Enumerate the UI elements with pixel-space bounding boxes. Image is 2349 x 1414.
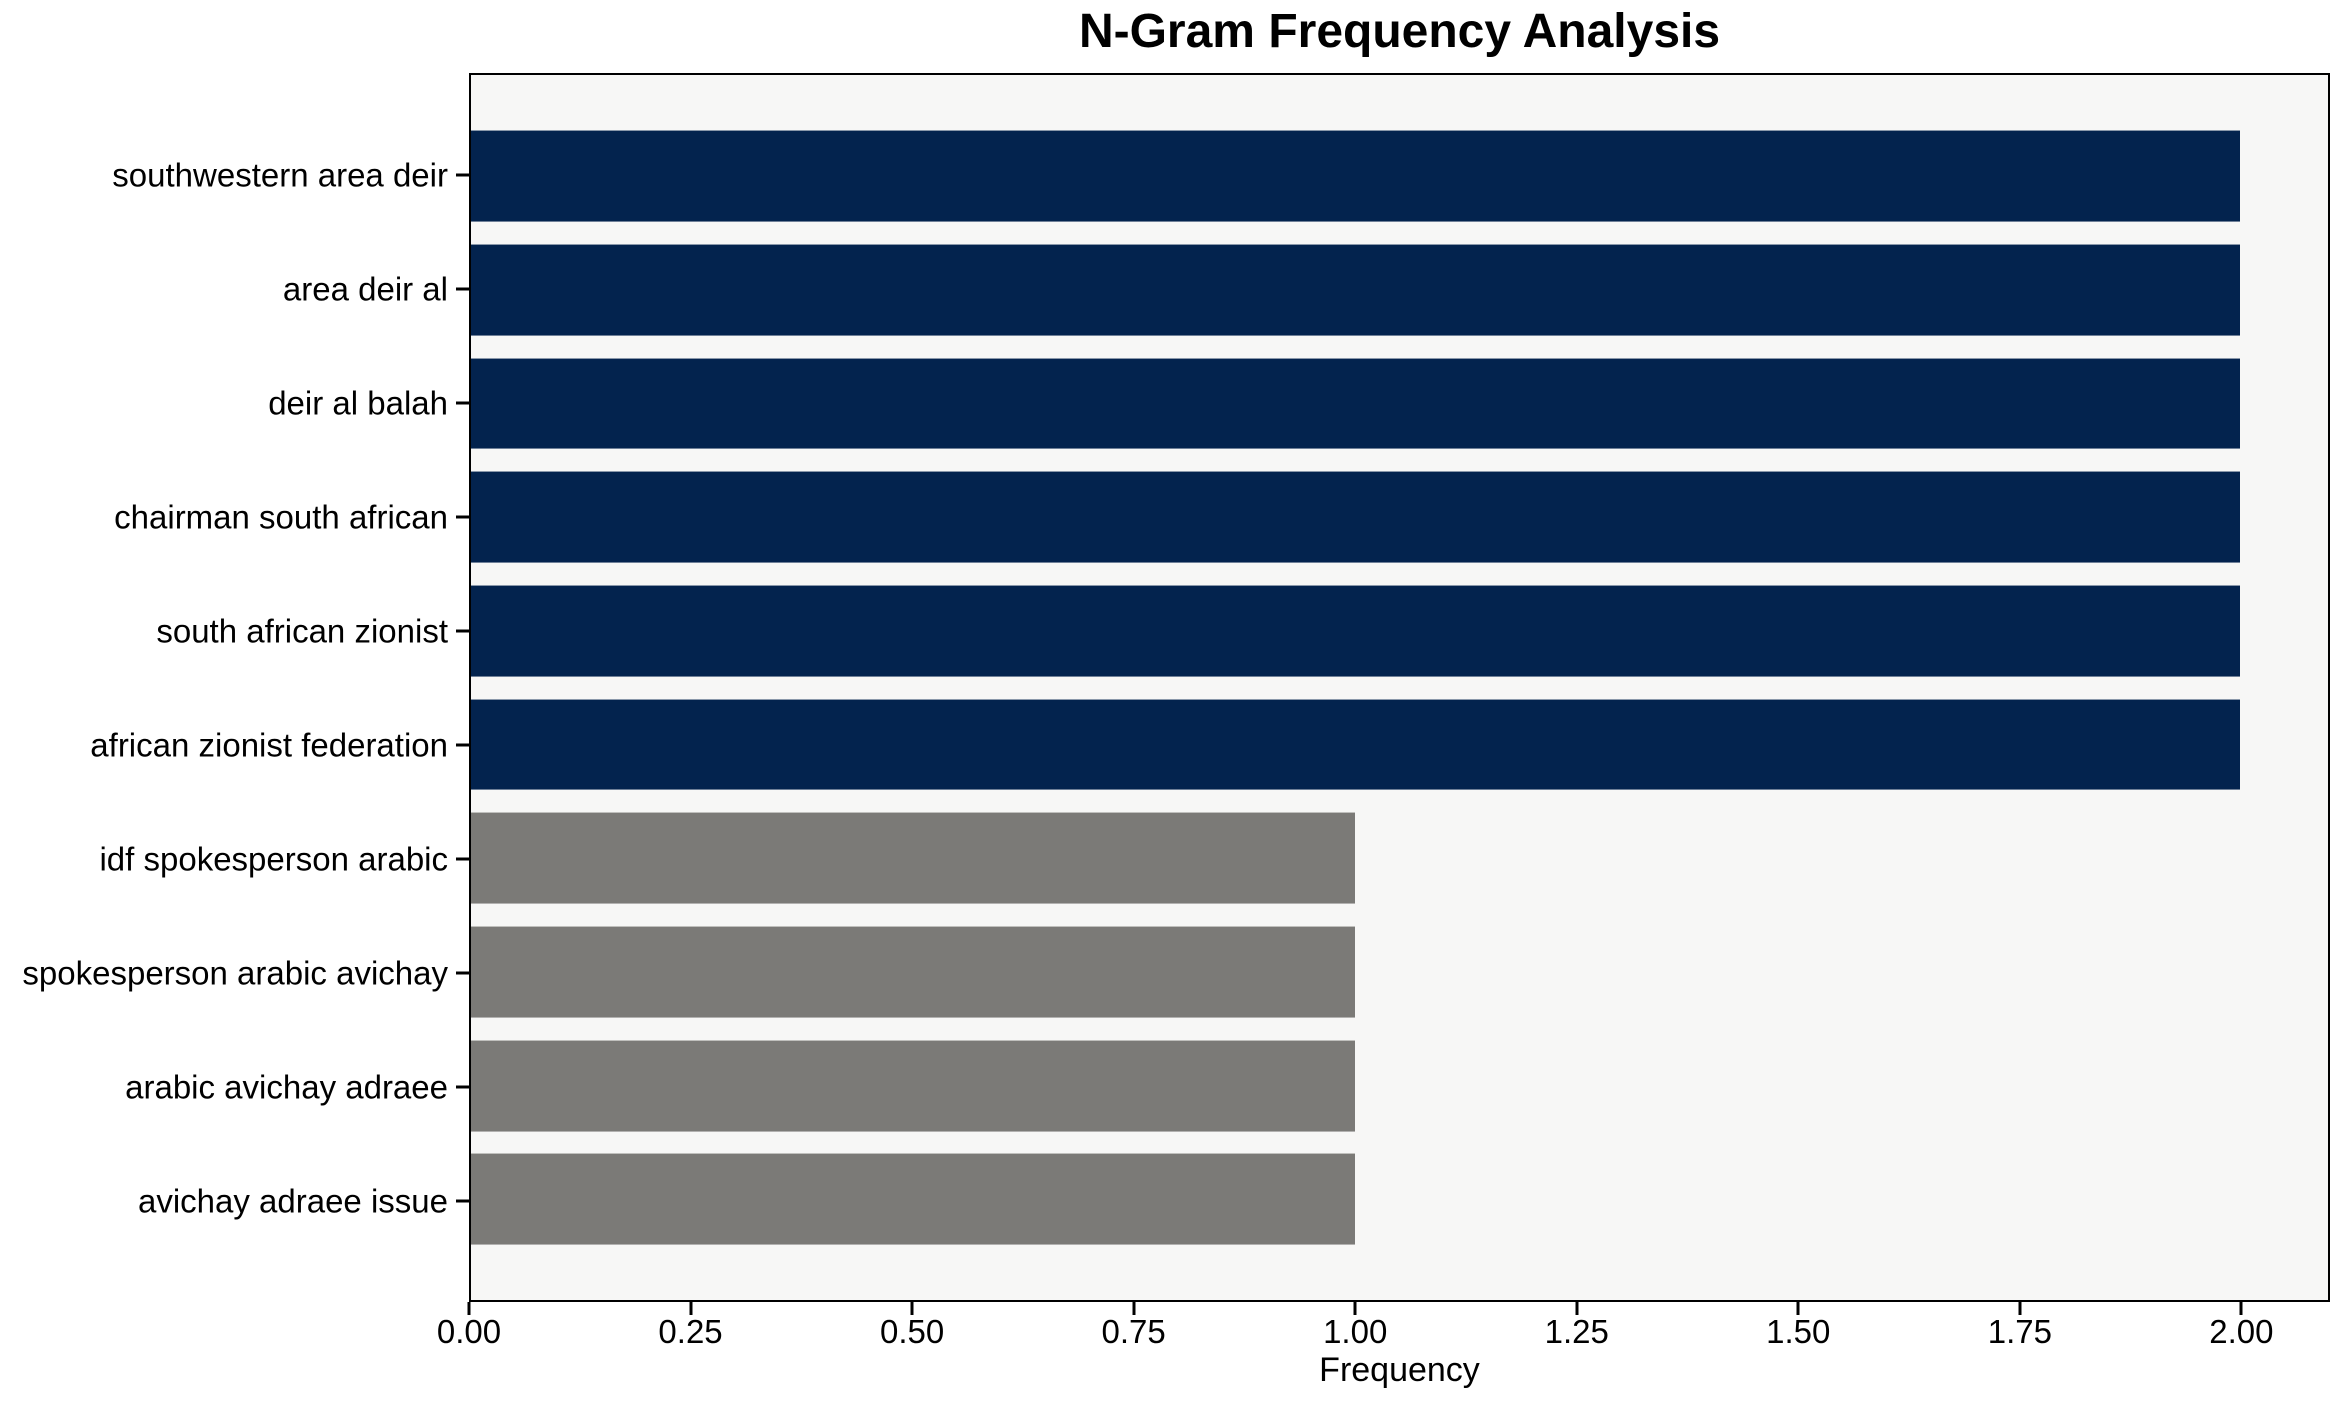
y-tick-mark [456, 287, 469, 291]
x-axis-tick-labels: 0.00 0.25 0.50 0.75 1.00 1.25 1.50 1.75 2.00 [437, 1313, 2330, 1356]
bar [471, 130, 2240, 222]
x-tick-label: 0.00 [436, 1313, 502, 1350]
x-tick-mark [467, 1302, 471, 1315]
y-tick-label: avichay adraee issue [137, 1182, 448, 1220]
y-tick-mark [456, 1199, 469, 1203]
y-tick-mark [456, 629, 469, 633]
x-axis-label: Frequency [1319, 1351, 1480, 1389]
y-tick-label: idf spokesperson arabic [99, 840, 448, 878]
y-tick-label: southwestern area deir [112, 156, 448, 193]
y-tick-mark [456, 1085, 469, 1089]
x-tick-label: 0.25 [658, 1313, 723, 1350]
x-tick-label: 0.50 [879, 1313, 945, 1350]
y-tick-mark [456, 401, 469, 405]
y-tick-label: spokesperson arabic avichay [22, 954, 448, 992]
chart-title: N-Gram Frequency Analysis [1078, 5, 1721, 58]
x-tick-mark [2018, 1302, 2022, 1315]
y-axis-ticks [456, 73, 469, 1302]
y-tick-label: deir al balah [268, 384, 448, 422]
x-axis-ticks [467, 1302, 2330, 1316]
x-tick-mark [2239, 1302, 2243, 1315]
bar [471, 812, 1356, 904]
y-tick-mark [456, 515, 469, 519]
x-tick-mark [1132, 1302, 1136, 1315]
bar [471, 585, 2240, 677]
x-tick-label: 1.25 [1544, 1313, 1609, 1350]
x-tick-label: 1.00 [1323, 1313, 1388, 1350]
x-tick-label: 2.00 [2209, 1313, 2274, 1350]
bar [471, 926, 1356, 1018]
y-tick-mark [456, 971, 469, 975]
y-tick-label: chairman south african [114, 498, 448, 536]
x-tick-mark [1575, 1302, 1579, 1315]
y-tick-mark [456, 173, 469, 176]
bar [471, 244, 2240, 336]
x-tick-mark [910, 1302, 914, 1315]
y-tick-label: south african zionist [156, 612, 448, 650]
y-tick-label: arabic avichay adraee [125, 1068, 448, 1106]
x-tick-label: 1.50 [1766, 1313, 1831, 1350]
bar [471, 471, 2240, 563]
y-tick-mark [456, 743, 469, 747]
bar [471, 358, 2240, 449]
x-tick-mark [1796, 1302, 1800, 1315]
y-tick-label: african zionist federation [90, 726, 448, 764]
bar [471, 1040, 1356, 1132]
plot-area [469, 73, 2330, 1302]
x-tick-mark [689, 1302, 693, 1315]
x-tick-label: 1.75 [1987, 1313, 2052, 1350]
bar [471, 1153, 1356, 1245]
x-tick-label: 0.75 [1101, 1313, 1166, 1350]
y-tick-mark [456, 857, 469, 861]
y-axis-labels: southwestern area deir area deir al deir a… [0, 73, 448, 1302]
bar [471, 699, 2240, 791]
y-tick-label: area deir al [282, 270, 448, 308]
x-tick-mark [1353, 1302, 1357, 1315]
